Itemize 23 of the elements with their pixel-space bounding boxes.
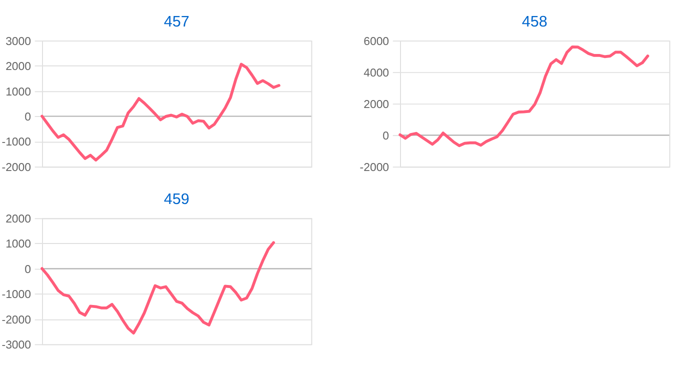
chart-title: 459 — [164, 190, 190, 208]
y-tick-label: -1000 — [2, 136, 32, 149]
y-tick-label: 6000 — [364, 36, 390, 48]
y-tick-label: -3000 — [2, 339, 32, 352]
line-series — [398, 45, 650, 148]
chart-title: 457 — [164, 13, 190, 30]
y-tick-label: 1000 — [6, 238, 32, 251]
y-tick-label: 2000 — [364, 98, 390, 111]
y-tick-label: 1000 — [6, 86, 32, 98]
y-tick-label: -2000 — [2, 162, 32, 174]
y-tick-label: 2000 — [6, 213, 32, 226]
y-tick-label: 3000 — [6, 36, 32, 48]
y-tick-label: 4000 — [364, 67, 390, 80]
line-series — [40, 62, 280, 162]
line-series — [40, 241, 275, 335]
y-tick-label: 2000 — [6, 61, 32, 74]
y-tick-label: 0 — [24, 111, 32, 124]
y-tick-label: 0 — [24, 264, 32, 276]
y-tick-label: 0 — [382, 130, 390, 142]
y-tick-label: -2000 — [2, 314, 32, 326]
chart-title: 458 — [522, 13, 548, 30]
y-tick-label: -2000 — [360, 162, 390, 174]
y-tick-label: -1000 — [2, 289, 32, 302]
